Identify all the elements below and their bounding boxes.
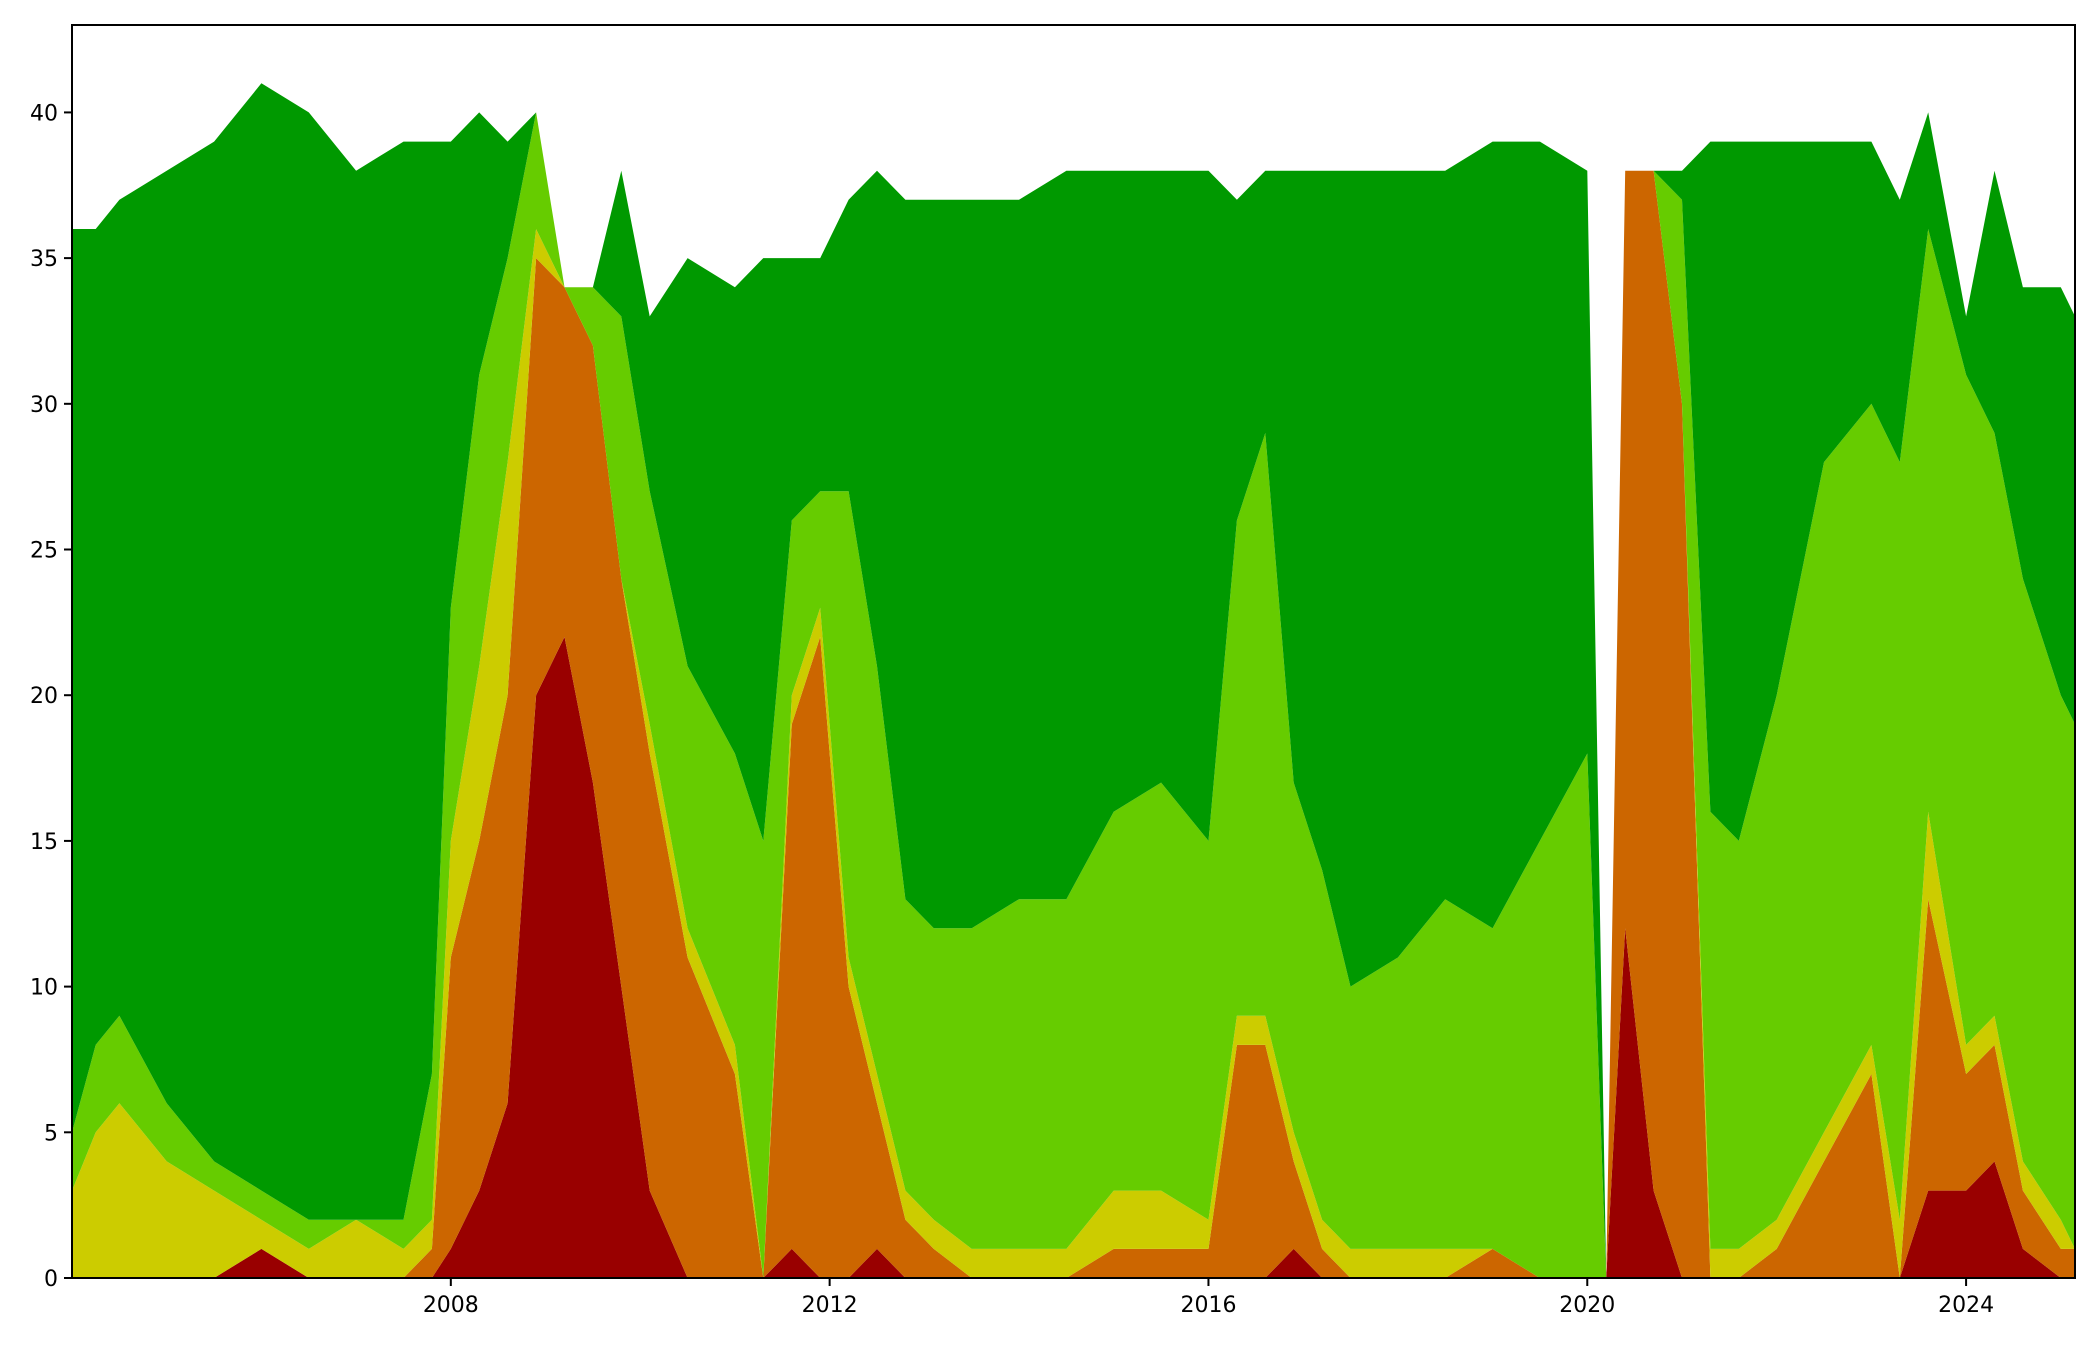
x-axis: 2008 2012 2016 2020 2024 <box>423 1278 1994 1318</box>
y-tick-label: 15 <box>30 830 58 855</box>
y-tick-label: 25 <box>30 539 58 564</box>
x-tick-label: 2020 <box>1559 1293 1615 1318</box>
area-layers <box>72 83 2075 1279</box>
y-tick-label: 35 <box>30 247 58 272</box>
y-tick-label: 20 <box>30 684 58 709</box>
area-series-3 <box>72 112 2075 1278</box>
plot-frame <box>71 24 2076 1279</box>
area-series-1 <box>72 170 2075 1279</box>
x-tick-label: 2012 <box>802 1293 858 1318</box>
y-tick-label: 10 <box>30 976 58 1001</box>
x-tick-label: 2008 <box>423 1293 479 1318</box>
area-series-4 <box>72 83 2075 1278</box>
y-tick-label: 40 <box>30 101 58 126</box>
y-tick-label: 0 <box>44 1267 58 1292</box>
y-tick-label: 5 <box>44 1121 58 1146</box>
area-series-2 <box>72 170 2075 1279</box>
x-tick-label: 2016 <box>1180 1293 1236 1318</box>
y-tick-label: 30 <box>30 393 58 418</box>
y-axis: 0 5 10 15 20 25 30 35 40 <box>30 101 72 1292</box>
x-tick-label: 2024 <box>1938 1293 1994 1318</box>
area-series-0 <box>72 636 2075 1278</box>
